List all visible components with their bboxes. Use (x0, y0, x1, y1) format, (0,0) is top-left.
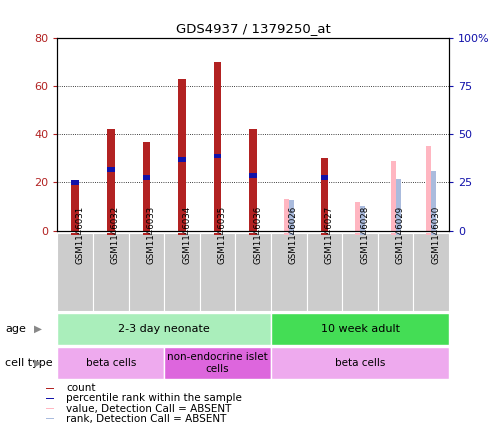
Bar (360, 206, 365, 231)
Bar (71, 180, 79, 231)
Bar (250, 233, 257, 235)
Text: GSM1146036: GSM1146036 (253, 206, 262, 264)
Text: GSM1146028: GSM1146028 (360, 206, 369, 264)
Text: GSM1146031: GSM1146031 (75, 206, 84, 264)
Text: non-endocrine islet
cells: non-endocrine islet cells (167, 352, 268, 374)
Bar (271, 233, 307, 311)
Text: beta cells: beta cells (335, 358, 385, 368)
Bar (391, 233, 396, 235)
Bar (143, 175, 150, 179)
Bar (355, 233, 360, 235)
Text: ▶: ▶ (34, 324, 42, 334)
Bar (284, 233, 289, 235)
Bar (431, 171, 437, 231)
Text: GSM1146035: GSM1146035 (218, 206, 227, 264)
Bar (289, 200, 294, 231)
Bar (107, 233, 115, 235)
Bar (107, 129, 115, 231)
Bar (57, 313, 271, 345)
Bar (396, 233, 401, 235)
Text: GSM1146026: GSM1146026 (289, 206, 298, 264)
Text: value, Detection Call = ABSENT: value, Detection Call = ABSENT (66, 404, 232, 414)
Bar (321, 233, 328, 235)
Bar (236, 233, 271, 311)
Bar (46, 398, 54, 399)
Bar (360, 233, 365, 235)
Bar (271, 347, 449, 379)
Bar (46, 408, 54, 409)
Bar (214, 154, 222, 158)
Bar (178, 157, 186, 162)
Bar (289, 233, 294, 235)
Text: rank, Detection Call = ABSENT: rank, Detection Call = ABSENT (66, 414, 227, 423)
Bar (342, 233, 378, 311)
Bar (391, 161, 396, 231)
Text: GSM1146027: GSM1146027 (324, 206, 333, 264)
Bar (107, 167, 115, 172)
Text: 10 week adult: 10 week adult (320, 324, 400, 334)
Bar (57, 347, 164, 379)
Bar (164, 233, 200, 311)
Text: GSM1146032: GSM1146032 (111, 206, 120, 264)
Bar (129, 233, 164, 311)
Bar (214, 233, 222, 235)
Bar (378, 233, 414, 311)
Bar (307, 233, 342, 311)
Bar (143, 142, 150, 231)
Text: age: age (5, 324, 26, 334)
Text: count: count (66, 383, 96, 393)
Text: ▶: ▶ (34, 358, 42, 368)
Bar (178, 79, 186, 231)
Bar (321, 158, 328, 231)
Bar (250, 173, 257, 178)
Bar (396, 179, 401, 231)
Title: GDS4937 / 1379250_at: GDS4937 / 1379250_at (176, 22, 331, 36)
Text: cell type: cell type (5, 358, 52, 368)
Bar (46, 418, 54, 419)
Text: GSM1146034: GSM1146034 (182, 206, 191, 264)
Text: GSM1146030: GSM1146030 (431, 206, 440, 264)
Bar (426, 233, 431, 235)
Text: GSM1146033: GSM1146033 (146, 206, 155, 264)
Bar (57, 233, 93, 311)
Bar (426, 146, 431, 231)
Text: beta cells: beta cells (86, 358, 136, 368)
Text: percentile rank within the sample: percentile rank within the sample (66, 393, 242, 404)
Bar (178, 233, 186, 235)
Bar (321, 175, 328, 179)
Bar (431, 233, 437, 235)
Bar (214, 62, 222, 231)
Bar (355, 202, 360, 231)
Bar (71, 233, 79, 235)
Bar (164, 347, 271, 379)
Bar (414, 233, 449, 311)
Bar (143, 233, 150, 235)
Text: GSM1146029: GSM1146029 (396, 206, 405, 264)
Bar (200, 233, 236, 311)
Text: 2-3 day neonate: 2-3 day neonate (118, 324, 210, 334)
Bar (271, 313, 449, 345)
Bar (46, 388, 54, 389)
Bar (71, 181, 79, 185)
Bar (250, 129, 257, 231)
Bar (93, 233, 129, 311)
Bar (284, 199, 289, 231)
